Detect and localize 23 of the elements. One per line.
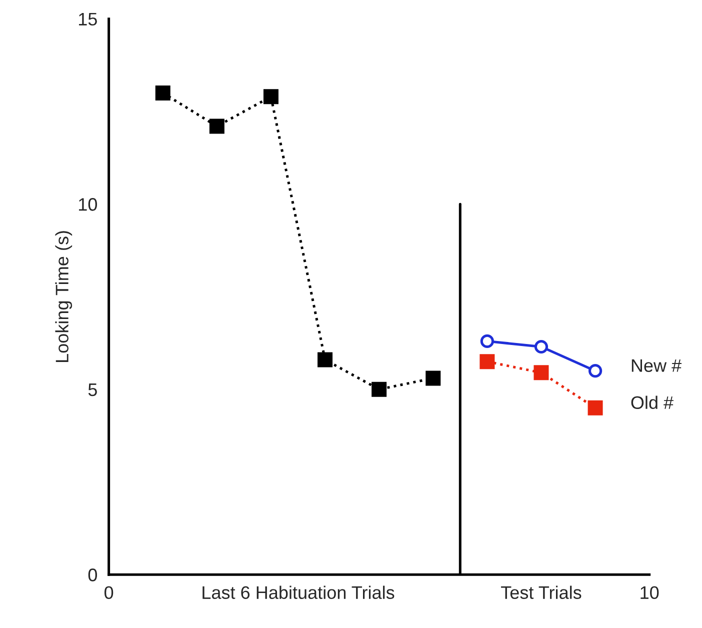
y-tick-label: 10 [78, 198, 97, 211]
x-tick-label: Last 6 Habituation Trials [202, 586, 394, 599]
y-tick-label: 15 [78, 12, 97, 26]
point [318, 352, 333, 368]
point [426, 370, 441, 386]
series-label: New # [632, 359, 682, 372]
point [588, 364, 602, 378]
y-tick-label: 5 [88, 383, 97, 396]
x-tick-label: 0 [104, 586, 114, 599]
y-tick-label: 0 [88, 568, 97, 582]
point [372, 382, 387, 397]
point [263, 89, 278, 104]
point [480, 354, 495, 370]
x-tick-label: 10 [640, 586, 659, 599]
x-tick-label: Test Trials [501, 586, 582, 599]
point [534, 340, 548, 354]
y-axis-title: Looking Time (s) [55, 231, 72, 362]
point [480, 334, 494, 348]
series-label: Old # [631, 396, 674, 410]
point [155, 85, 170, 100]
point [209, 118, 224, 134]
point [588, 400, 603, 416]
point [534, 365, 549, 380]
